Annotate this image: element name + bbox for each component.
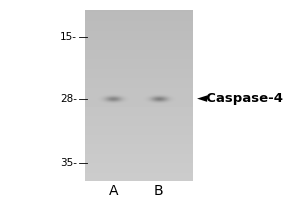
Text: B: B bbox=[154, 184, 164, 198]
Text: 35-: 35- bbox=[60, 158, 77, 168]
Text: 15-: 15- bbox=[60, 32, 77, 42]
Text: A: A bbox=[109, 184, 118, 198]
Text: 28-: 28- bbox=[60, 94, 77, 104]
Text: ◄Caspase-4: ◄Caspase-4 bbox=[197, 92, 284, 105]
